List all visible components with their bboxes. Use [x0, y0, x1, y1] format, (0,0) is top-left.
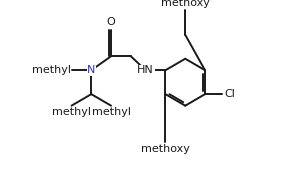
Text: methyl: methyl: [52, 107, 91, 117]
Text: N: N: [87, 65, 96, 75]
Text: methoxy: methoxy: [141, 144, 190, 154]
Text: methyl: methyl: [92, 107, 131, 117]
Text: O: O: [107, 17, 115, 27]
Text: Cl: Cl: [224, 89, 235, 99]
Text: methoxy: methoxy: [161, 0, 210, 9]
Text: methyl: methyl: [32, 65, 71, 75]
Text: HN: HN: [137, 65, 154, 75]
